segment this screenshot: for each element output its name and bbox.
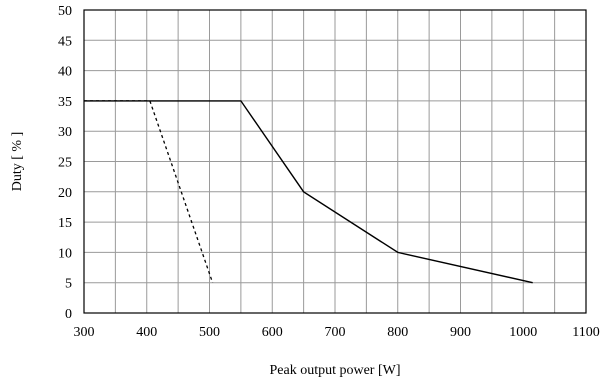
y-tick-label: 50	[58, 4, 72, 19]
x-tick-labels: 300 400 500 600 700 800 900 1000 1100	[74, 325, 600, 340]
y-tick-label: 0	[65, 307, 72, 322]
series-line-dashed	[84, 100, 214, 283]
x-tick-label: 800	[387, 325, 408, 340]
y-tick-labels: 0 5 10 15 20 25 30 35 40 45 50	[58, 4, 72, 322]
y-tick-label: 25	[58, 156, 72, 171]
y-tick-label: 30	[58, 125, 72, 140]
y-tick-label: 15	[58, 216, 72, 231]
x-axis-title: Peak output power [W]	[269, 363, 400, 378]
y-tick-label: 10	[58, 246, 72, 261]
x-tick-label: 1000	[509, 325, 537, 340]
y-tick-label: 5	[65, 277, 72, 292]
x-tick-label: 1100	[572, 325, 599, 340]
series-layer	[84, 100, 533, 284]
series-line-solid	[84, 100, 533, 284]
y-tick-label: 35	[58, 95, 72, 110]
plot-frame	[83, 9, 587, 314]
y-tick-label: 45	[58, 34, 72, 49]
y-tick-label: 40	[58, 65, 72, 80]
x-tick-label: 700	[325, 325, 346, 340]
x-tick-label: 900	[450, 325, 471, 340]
x-tick-label: 300	[74, 325, 95, 340]
x-tick-label: 500	[199, 325, 220, 340]
grid	[84, 10, 586, 313]
y-tick-label: 20	[58, 186, 72, 201]
x-tick-label: 600	[262, 325, 283, 340]
y-axis-title: Duty [ % ]	[10, 132, 25, 192]
x-tick-label: 400	[136, 325, 157, 340]
